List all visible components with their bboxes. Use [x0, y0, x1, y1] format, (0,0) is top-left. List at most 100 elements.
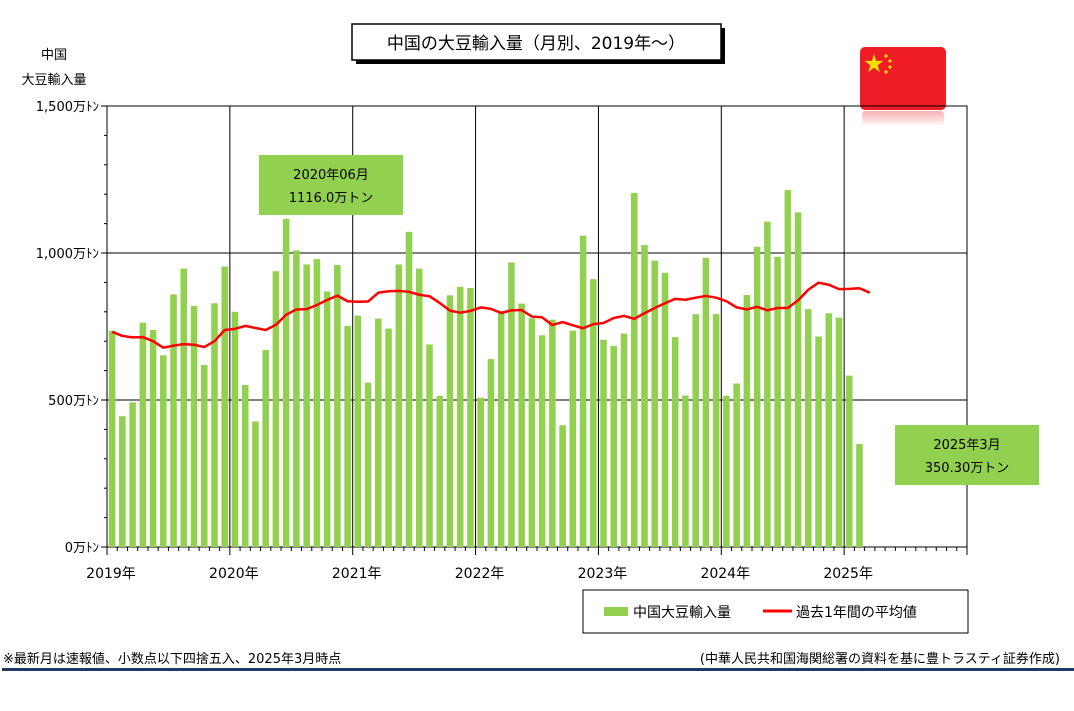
x-tick-label: 2024年	[700, 566, 750, 582]
bar	[682, 395, 689, 547]
bar	[641, 245, 648, 547]
bar	[436, 395, 444, 547]
bar-series-soybean-imports	[108, 190, 863, 548]
y-tick-label: 1,000万ﾄﾝ	[36, 247, 99, 262]
footer-note: ※最新月は速報値、小数点以下四捨五入、2025年3月時点	[3, 651, 341, 667]
avg-line	[111, 281, 871, 349]
bar	[805, 309, 812, 547]
bar	[323, 291, 331, 547]
x-tick-label: 2021年	[332, 566, 382, 582]
bar	[538, 335, 546, 547]
bar	[385, 328, 392, 547]
bar	[170, 294, 177, 547]
bar	[344, 325, 351, 547]
legend-bar-swatch	[604, 607, 628, 616]
line-series-1yr-average	[111, 281, 871, 349]
bar	[835, 317, 843, 547]
x-tick-label: 2025年	[823, 566, 873, 582]
bar	[702, 257, 710, 547]
bar	[180, 268, 188, 547]
bar	[293, 250, 300, 547]
bar	[200, 365, 208, 547]
bar	[405, 231, 413, 547]
annotation-peak-line1: 2020年06月	[293, 168, 369, 183]
bar	[149, 330, 157, 547]
annotation-latest-2025-03: 2025年3月 350.30万トン	[895, 425, 1039, 485]
bar	[272, 271, 280, 547]
bar	[395, 264, 403, 547]
bar	[282, 218, 290, 547]
bar	[364, 382, 372, 547]
bar	[845, 375, 853, 547]
bar	[221, 266, 229, 547]
bar	[303, 264, 310, 547]
bar	[487, 359, 495, 547]
bar	[477, 397, 484, 547]
bar	[764, 221, 771, 548]
bar	[825, 313, 833, 547]
legend-line-label: 過去1年間の平均値	[796, 605, 917, 621]
bar	[579, 235, 587, 547]
y-axis-title-line1: 中国	[41, 48, 67, 63]
y-tick-label: 0万ﾄﾝ	[65, 541, 99, 556]
bar	[712, 314, 720, 547]
bar	[231, 311, 239, 547]
bar	[139, 322, 147, 547]
bar	[743, 295, 751, 547]
chart-title: 中国の大豆輸入量（月別、2019年～）	[387, 34, 685, 54]
annotation-peak-line2: 1116.0万トン	[289, 191, 374, 206]
bar	[497, 310, 505, 547]
bar	[456, 286, 464, 547]
bar	[129, 402, 136, 547]
bar	[508, 262, 515, 547]
legend: 中国大豆輸入量 過去1年間の平均値	[582, 589, 969, 634]
bar	[559, 425, 566, 547]
bar	[753, 246, 761, 547]
bar	[467, 287, 474, 547]
bar	[241, 385, 249, 547]
bar	[630, 193, 638, 547]
bar	[518, 303, 525, 547]
bar	[692, 314, 699, 547]
y-tick-label: 1,500万ﾄﾝ	[36, 100, 99, 115]
bar	[426, 344, 433, 547]
bar	[160, 355, 167, 547]
footer-source: (中華人民共和国海関総署の資料を基に豊トラスティ証券作成)	[700, 651, 1060, 667]
bar	[610, 345, 618, 547]
bar	[415, 268, 423, 547]
x-tick-label: 2022年	[455, 566, 505, 582]
bar	[119, 416, 126, 547]
bar	[528, 318, 536, 547]
bar	[856, 444, 863, 547]
bar	[569, 330, 577, 547]
bar	[815, 336, 822, 547]
annotation-latest-line2: 350.30万トン	[925, 461, 1010, 476]
bar	[252, 421, 259, 547]
x-tick-label: 2023年	[578, 566, 628, 582]
china-flag-icon	[860, 47, 946, 127]
chart-title-box: 中国の大豆輸入量（月別、2019年～）	[351, 23, 725, 64]
bar	[590, 279, 597, 547]
bar	[375, 318, 382, 547]
bar	[600, 339, 607, 547]
bar	[190, 305, 198, 547]
bar	[108, 330, 116, 547]
bar	[620, 333, 628, 547]
annotation-peak-2020-06: 2020年06月 1116.0万トン	[259, 155, 403, 215]
x-tick-label: 2020年	[209, 566, 259, 582]
bar	[354, 315, 362, 547]
legend-bar-label: 中国大豆輸入量	[633, 605, 731, 621]
bar	[661, 272, 669, 547]
bar	[723, 395, 730, 547]
bar	[334, 265, 341, 547]
bar	[446, 295, 454, 547]
bar	[774, 256, 781, 547]
bar	[671, 337, 679, 547]
footer-rule	[2, 668, 1074, 671]
annotation-latest-line1: 2025年3月	[933, 438, 1000, 453]
y-tick-label: 500万ﾄﾝ	[48, 394, 99, 409]
bar	[211, 303, 218, 547]
bar	[794, 212, 802, 547]
bar	[784, 190, 792, 547]
